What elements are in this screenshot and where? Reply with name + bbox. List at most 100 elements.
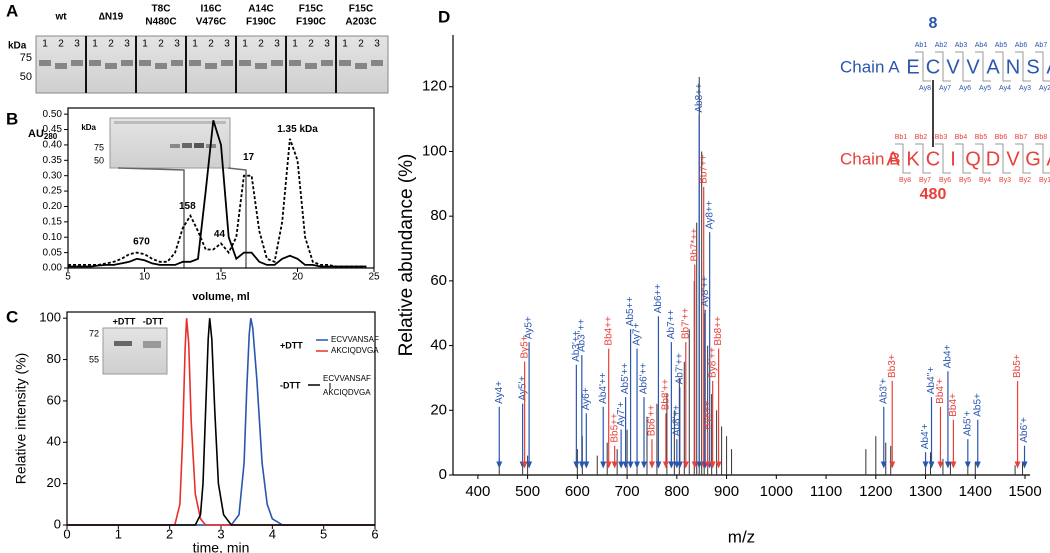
ion-label: Bb7++ (698, 154, 709, 184)
gel-band (221, 60, 233, 66)
x-tick-label: 4 (269, 526, 276, 541)
arrow-head (709, 461, 716, 469)
arrow-head (696, 461, 703, 469)
residue: G (1025, 148, 1041, 170)
y-axis-label: AU280 (28, 128, 58, 141)
b-ion: Bb6 (995, 134, 1008, 141)
ion-label: Ay7+ (632, 323, 643, 346)
x-tick-label: 1200 (859, 483, 892, 500)
cleavage (915, 143, 931, 174)
ion-label: Bb5+ (1012, 354, 1023, 378)
b-ion: Bb5 (975, 134, 988, 141)
legend-group: -DTT (280, 380, 301, 390)
y-ion: By1 (1039, 177, 1050, 184)
x-tick-label: 400 (465, 483, 490, 500)
residue: V (966, 56, 980, 78)
arrow-head (950, 461, 957, 469)
group-label: V476C (196, 17, 227, 28)
ion-label: Bb7*++ (689, 228, 700, 262)
cleavage (1015, 51, 1031, 82)
ion-label: By5+ (519, 335, 530, 358)
gel-lane: -DTT (143, 316, 164, 326)
arrow-head (1021, 461, 1028, 469)
site: 480 (920, 186, 947, 203)
ion-label: Ay5'+ (517, 376, 528, 401)
gel-band (155, 63, 167, 69)
y-ion: By8 (899, 177, 911, 184)
arrow-head (1014, 461, 1021, 469)
lane-label: 2 (58, 39, 64, 50)
cleavage (935, 51, 951, 82)
ion-label: Ab3'++ (571, 330, 582, 362)
lane-label: 3 (324, 39, 330, 50)
arrow-head (928, 461, 935, 469)
legend-label: AKCIQDVGA (323, 388, 371, 397)
y-ion: By7 (919, 177, 931, 184)
group-label: A203C (345, 17, 376, 28)
arrow-head (676, 461, 683, 469)
x-axis-label: volume, ml (192, 291, 249, 303)
ion-label: Ab7++ (666, 309, 677, 339)
gel-band (121, 60, 133, 66)
residue: C (926, 148, 940, 170)
y-tick-label: 0.15 (43, 216, 63, 227)
y-tick-label: 0.50 (43, 109, 63, 120)
lane-label: 2 (208, 39, 214, 50)
cleavage (975, 143, 991, 174)
chain-name: Chain A (840, 57, 900, 76)
legend-label: ECVVANSAF (331, 335, 379, 344)
ion-label: Ay8'++ (700, 276, 711, 307)
inset-gel (102, 327, 168, 375)
group-label: N480C (145, 17, 176, 28)
b-ion: Ab6 (1015, 42, 1028, 49)
lane-label: 1 (192, 39, 198, 50)
ion-label: Ab6++ (653, 284, 664, 314)
x-axis-label: time, min (193, 540, 250, 553)
ion-label: Ab7'++ (674, 353, 685, 385)
gel-band (114, 121, 226, 124)
chain-name: Chain B (840, 149, 900, 168)
arrow-head (974, 461, 981, 469)
y-ion: Ay5 (979, 85, 991, 92)
ion-label: Ab8++ (694, 83, 705, 113)
ion-label: Bb8++ (713, 316, 724, 346)
gel-marker: 72 (89, 328, 99, 338)
arrow-head (922, 461, 929, 469)
gel-lane: +DTT (113, 316, 136, 326)
gel-band (321, 60, 333, 66)
y-tick-label: 0.10 (43, 232, 63, 243)
y-axis-label-sub: 280 (44, 132, 58, 141)
group-label: ∆N19 (99, 12, 124, 23)
arrow-head (704, 461, 711, 469)
lane-label: 1 (342, 39, 348, 50)
y-ion: By3 (999, 177, 1011, 184)
arrow-head (655, 461, 662, 469)
arrow-head (634, 461, 641, 469)
y-tick-label: 60 (430, 272, 447, 289)
y-tick-label: 0.05 (43, 247, 63, 258)
y-ion: Ay8 (919, 85, 931, 92)
arrow-head (682, 461, 689, 469)
gel-band (171, 60, 183, 66)
gel-band (271, 60, 283, 66)
arrow-head (937, 461, 944, 469)
gel-band (339, 60, 351, 66)
lane-label: 1 (292, 39, 298, 50)
gel-band (355, 63, 367, 69)
lane-label: 1 (142, 39, 148, 50)
ion-label: Bb4'+ (935, 378, 946, 404)
y-axis-label: Relative abundance (%) (396, 154, 417, 357)
x-tick-label: 0 (63, 526, 70, 541)
gel-band (139, 60, 151, 66)
ion-label: Ay5+ (524, 316, 535, 339)
ion-label: Ab3'+ (878, 378, 889, 404)
group-label: A14C (248, 4, 274, 15)
x-tick-label: 20 (292, 272, 304, 283)
gel-band (194, 143, 204, 148)
lane-label: 2 (358, 39, 364, 50)
ion-label: Ab3''++ (576, 319, 587, 352)
cleavage (1015, 143, 1031, 174)
x-tick-label: 5 (320, 526, 327, 541)
arrow-head (605, 461, 612, 469)
gel-band (39, 60, 51, 66)
